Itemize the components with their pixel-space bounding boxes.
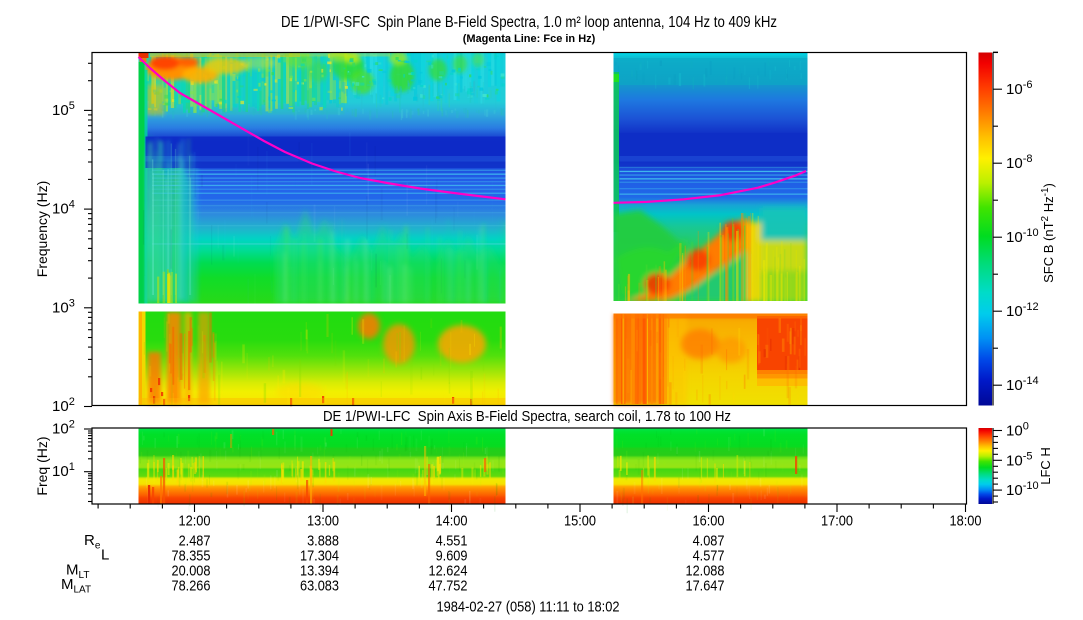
svg-text:14:00: 14:00 xyxy=(436,513,468,530)
svg-text:12.624: 12.624 xyxy=(429,563,468,580)
svg-text:12:00: 12:00 xyxy=(179,513,211,530)
svg-text:SFC B (nT2 Hz-1): SFC B (nT2 Hz-1) xyxy=(1040,183,1056,283)
svg-text:78.355: 78.355 xyxy=(172,548,211,565)
svg-text:DE 1/PWI-LFC Spin Axis B-Fiel: DE 1/PWI-LFC Spin Axis B-Field Spectra, … xyxy=(323,408,731,425)
svg-text:DE 1/PWI-SFC Spin Plane B-Fie: DE 1/PWI-SFC Spin Plane B-Field Spectra,… xyxy=(281,14,777,31)
svg-text:18:00: 18:00 xyxy=(950,513,982,530)
svg-text:17.304: 17.304 xyxy=(300,548,339,565)
svg-text:3.888: 3.888 xyxy=(307,533,339,550)
svg-text:13:00: 13:00 xyxy=(307,513,339,530)
svg-text:16:00: 16:00 xyxy=(693,513,725,530)
svg-text:LFC H: LFC H xyxy=(1038,447,1053,485)
svg-text:17.647: 17.647 xyxy=(686,578,725,595)
svg-text:15:00: 15:00 xyxy=(564,513,596,530)
svg-text:Frequency (Hz): Frequency (Hz) xyxy=(34,181,50,277)
svg-text:2.487: 2.487 xyxy=(179,533,211,550)
svg-text:4.087: 4.087 xyxy=(693,533,725,550)
svg-text:Freq (Hz): Freq (Hz) xyxy=(34,436,50,495)
svg-text:12.088: 12.088 xyxy=(686,563,725,580)
svg-text:63.083: 63.083 xyxy=(300,578,339,595)
svg-text:4.577: 4.577 xyxy=(693,548,725,565)
svg-text:47.752: 47.752 xyxy=(429,578,468,595)
svg-text:20.008: 20.008 xyxy=(172,563,211,580)
svg-text:4.551: 4.551 xyxy=(436,533,468,550)
svg-text:(Magenta Line: Fce in Hz): (Magenta Line: Fce in Hz) xyxy=(463,33,596,45)
svg-text:9.609: 9.609 xyxy=(436,548,468,565)
svg-text:13.394: 13.394 xyxy=(300,563,339,580)
svg-text:L: L xyxy=(101,547,109,564)
svg-text:17:00: 17:00 xyxy=(821,513,853,530)
svg-text:1984-02-27 (058) 11:11 to 18:0: 1984-02-27 (058) 11:11 to 18:02 xyxy=(437,599,620,616)
svg-text:78.266: 78.266 xyxy=(172,578,211,595)
